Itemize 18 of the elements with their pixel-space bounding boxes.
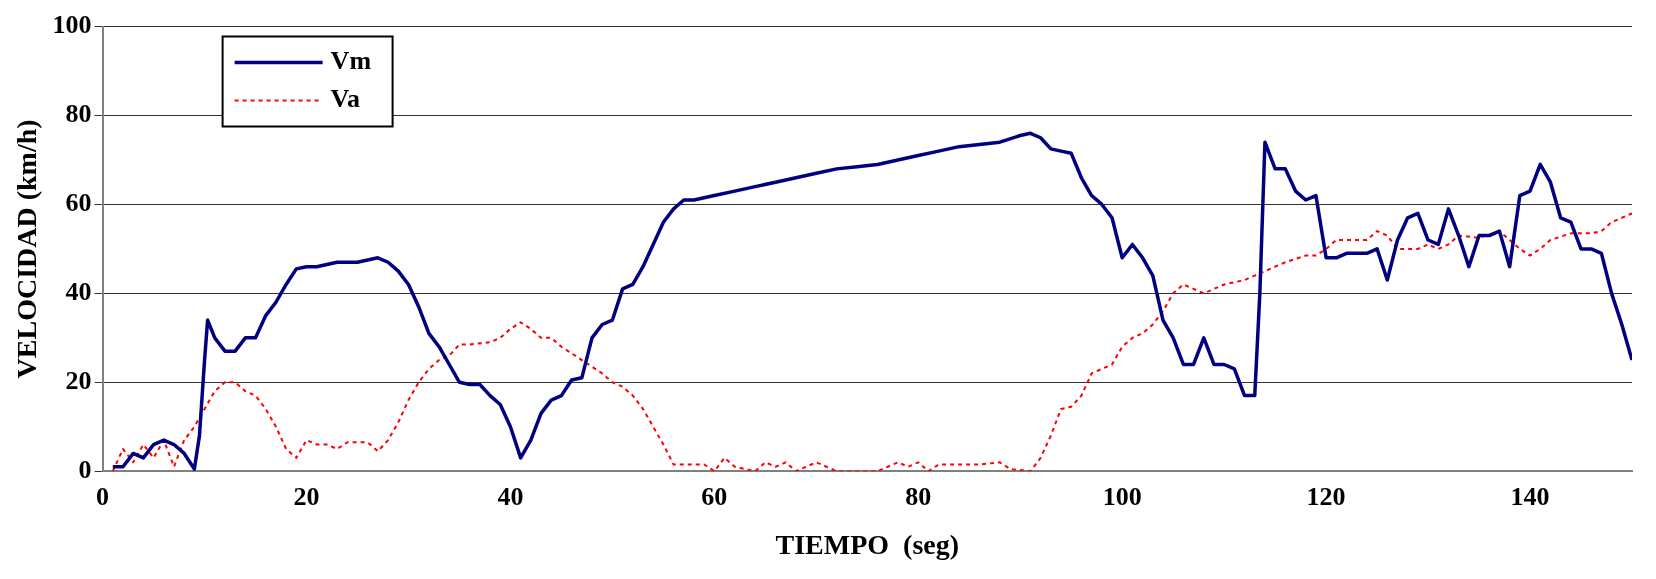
line-series	[111, 212, 1632, 472]
x-axis-title: TIEMPO (seg)	[775, 529, 960, 561]
y-tick-label: 80	[65, 99, 92, 129]
legend-label: Vm	[330, 46, 372, 76]
x-tick-label: 40	[497, 481, 524, 511]
x-tick-label: 60	[701, 481, 728, 511]
legend-label: Va	[330, 84, 360, 114]
y-tick-label: 40	[65, 277, 92, 307]
y-tick-label: 60	[65, 188, 92, 218]
x-tick-label: 100	[1102, 481, 1142, 511]
y-axis-title: VELOCIDAD (km/h)	[11, 119, 43, 379]
x-tick-label: 80	[905, 481, 932, 511]
x-tick-label: 20	[293, 481, 320, 511]
y-tick-label: 100	[52, 10, 92, 40]
x-tick-label: 140	[1510, 481, 1550, 511]
x-tick-label: 120	[1306, 481, 1346, 511]
y-tick-label: 0	[78, 454, 92, 484]
y-tick-label: 20	[65, 366, 92, 395]
